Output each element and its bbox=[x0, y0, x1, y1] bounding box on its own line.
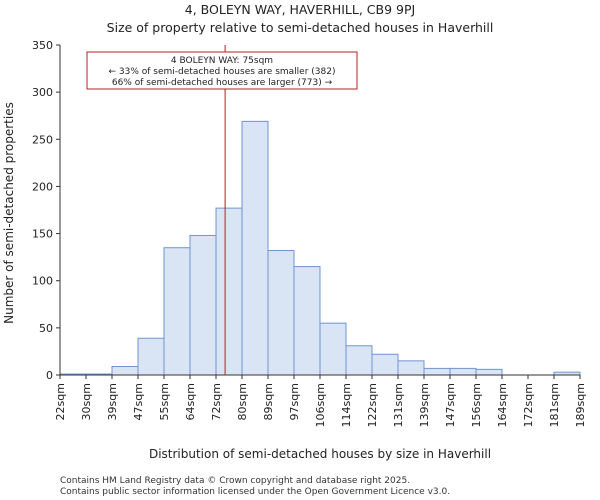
y-tick-label: 0 bbox=[46, 369, 53, 382]
annotation-line3: 66% of semi-detached houses are larger (… bbox=[112, 78, 333, 88]
y-tick-label: 50 bbox=[39, 322, 53, 335]
x-tick-label: 64sqm bbox=[184, 383, 197, 420]
y-tick-label: 250 bbox=[32, 133, 53, 146]
chart-title-line2: Size of property relative to semi-detach… bbox=[107, 20, 494, 35]
y-tick-label: 100 bbox=[32, 275, 53, 288]
x-tick-label: 39sqm bbox=[106, 383, 119, 420]
annotation-box bbox=[86, 51, 358, 90]
y-axis-ticks: 0 50 100 150 200 250 300 350 bbox=[32, 39, 60, 382]
bar-89sqm bbox=[267, 250, 295, 376]
bar-156sqm bbox=[475, 368, 503, 376]
x-tick-label: 156sqm bbox=[470, 383, 483, 427]
bar-64sqm bbox=[189, 234, 217, 376]
x-tick-label: 172sqm bbox=[522, 383, 535, 427]
x-tick-label: 131sqm bbox=[392, 383, 405, 427]
annotation-line2: ← 33% of semi-detached houses are smalle… bbox=[109, 67, 336, 77]
x-tick-label: 80sqm bbox=[236, 383, 249, 420]
bar-106sqm bbox=[319, 322, 347, 376]
y-axis-label: Number of semi-detached properties bbox=[2, 102, 16, 324]
x-tick-label: 89sqm bbox=[262, 383, 275, 420]
y-tick-label: 200 bbox=[32, 180, 53, 193]
annotation-line1: 4 BOLEYN WAY: 75sqm bbox=[171, 56, 273, 66]
bar-131sqm bbox=[397, 360, 425, 376]
x-tick-label: 72sqm bbox=[210, 383, 223, 420]
chart-title-line1: 4, BOLEYN WAY, HAVERHILL, CB9 9PJ bbox=[185, 2, 415, 17]
bar-139sqm bbox=[423, 367, 451, 376]
x-tick-label: 97sqm bbox=[288, 383, 301, 420]
x-tick-label: 164sqm bbox=[496, 383, 509, 427]
bar-97sqm bbox=[293, 266, 321, 376]
bar-114sqm bbox=[345, 345, 373, 376]
bar-80sqm bbox=[241, 120, 269, 376]
x-tick-label: 55sqm bbox=[158, 383, 171, 420]
x-tick-label: 106sqm bbox=[314, 383, 327, 427]
x-tick-label: 189sqm bbox=[574, 383, 587, 427]
bar-39sqm bbox=[111, 366, 139, 376]
x-tick-label: 181sqm bbox=[548, 383, 561, 427]
x-axis-label: Distribution of semi-detached houses by … bbox=[149, 447, 491, 461]
bar-47sqm bbox=[137, 337, 165, 376]
footer-line1: Contains HM Land Registry data © Crown c… bbox=[60, 476, 410, 486]
x-tick-label: 122sqm bbox=[366, 383, 379, 427]
footer-line2: Contains public sector information licen… bbox=[60, 487, 450, 497]
bars-group bbox=[59, 120, 581, 376]
bar-147sqm bbox=[449, 367, 477, 376]
x-tick-label: 30sqm bbox=[80, 383, 93, 420]
x-tick-label: 114sqm bbox=[340, 383, 353, 427]
y-tick-label: 350 bbox=[32, 39, 53, 52]
x-tick-label: 22sqm bbox=[54, 383, 67, 420]
y-tick-label: 300 bbox=[32, 86, 53, 99]
bar-72sqm bbox=[215, 207, 243, 376]
bar-122sqm bbox=[371, 353, 399, 376]
x-tick-label: 47sqm bbox=[132, 383, 145, 420]
x-tick-label: 147sqm bbox=[444, 383, 457, 427]
x-axis-ticks: 22sqm 30sqm 39sqm 47sqm 55sqm 64sqm 72sqm 80sqm… bbox=[54, 375, 587, 427]
bar-55sqm bbox=[163, 247, 191, 376]
x-tick-label: 139sqm bbox=[418, 383, 431, 427]
y-tick-label: 150 bbox=[32, 228, 53, 241]
